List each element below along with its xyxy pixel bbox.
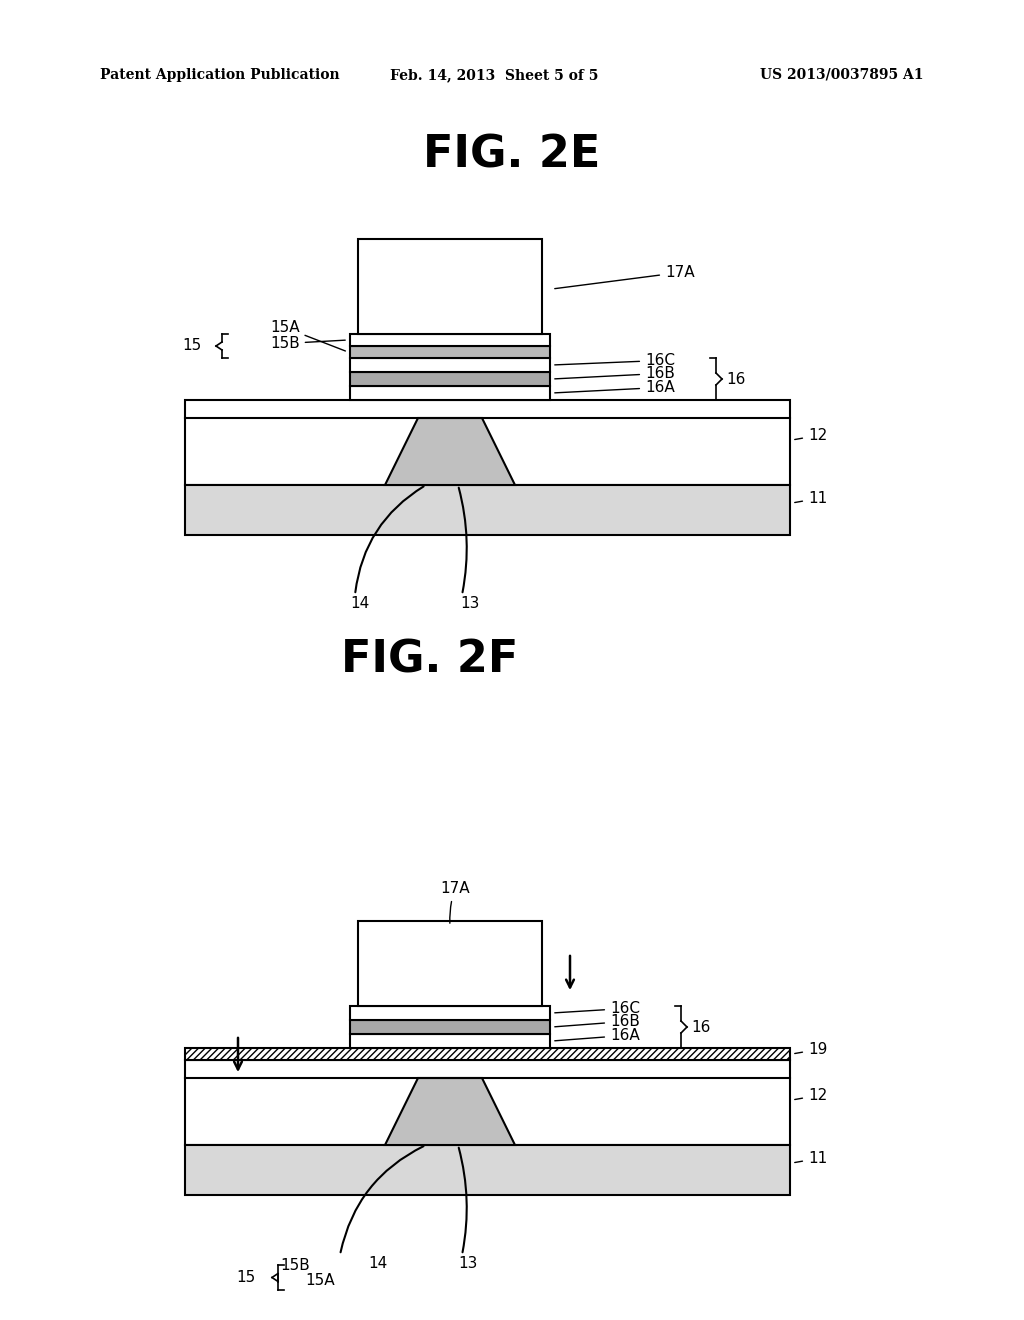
Polygon shape	[185, 400, 790, 484]
Text: 16: 16	[691, 1019, 711, 1035]
Text: 14: 14	[369, 1257, 388, 1271]
Text: 11: 11	[795, 1151, 827, 1166]
Text: 15B: 15B	[270, 337, 345, 351]
Text: FIG. 2F: FIG. 2F	[341, 639, 518, 681]
Polygon shape	[185, 1048, 790, 1060]
Text: 16C: 16C	[555, 1001, 640, 1016]
Text: 16B: 16B	[555, 366, 675, 381]
Text: 16A: 16A	[555, 380, 675, 395]
Text: 12: 12	[795, 1088, 827, 1104]
Text: 11: 11	[795, 491, 827, 506]
Polygon shape	[350, 358, 550, 372]
Text: 15A: 15A	[305, 1272, 335, 1288]
Polygon shape	[350, 1034, 550, 1048]
Polygon shape	[350, 1020, 550, 1034]
Text: 14: 14	[350, 597, 370, 611]
Polygon shape	[350, 334, 550, 346]
Polygon shape	[350, 346, 550, 358]
Polygon shape	[358, 921, 542, 1006]
Text: Feb. 14, 2013  Sheet 5 of 5: Feb. 14, 2013 Sheet 5 of 5	[390, 69, 598, 82]
Text: US 2013/0037895 A1: US 2013/0037895 A1	[760, 69, 924, 82]
Polygon shape	[350, 372, 550, 385]
Text: 15A: 15A	[270, 319, 345, 351]
Text: 17A: 17A	[555, 265, 694, 289]
Text: 15B: 15B	[281, 1258, 310, 1272]
Polygon shape	[185, 484, 790, 535]
Text: Patent Application Publication: Patent Application Publication	[100, 69, 340, 82]
Text: 16C: 16C	[555, 352, 675, 368]
Text: 15: 15	[237, 1270, 256, 1284]
Polygon shape	[385, 418, 515, 484]
Text: 16: 16	[726, 371, 745, 387]
Polygon shape	[350, 385, 550, 400]
Text: FIG. 2E: FIG. 2E	[423, 133, 601, 177]
Text: 13: 13	[461, 597, 479, 611]
Polygon shape	[185, 1144, 790, 1195]
Text: 16B: 16B	[555, 1014, 640, 1030]
Polygon shape	[185, 1060, 790, 1144]
Text: 16A: 16A	[555, 1028, 640, 1043]
Polygon shape	[385, 1078, 515, 1144]
Text: 19: 19	[795, 1041, 827, 1057]
Text: 17A: 17A	[440, 880, 470, 923]
Text: 15: 15	[182, 338, 202, 354]
Polygon shape	[358, 239, 542, 334]
Polygon shape	[350, 1006, 550, 1020]
Text: 12: 12	[795, 428, 827, 444]
Text: 13: 13	[459, 1257, 477, 1271]
